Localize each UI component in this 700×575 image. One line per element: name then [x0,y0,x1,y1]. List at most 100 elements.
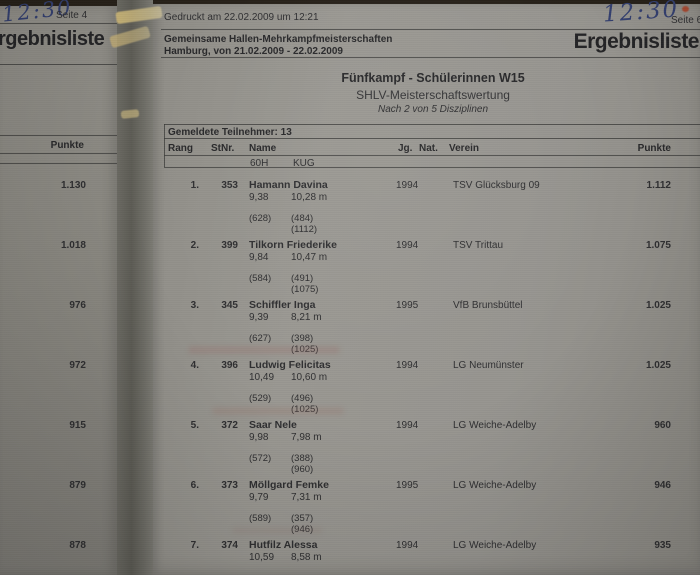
cell-jg: 1994 [396,360,419,371]
cell-60h-mark: 10,49 [249,372,275,383]
header-rule-1 [161,29,700,30]
left-table-rule-2 [0,153,117,154]
cell-stnr: 372 [221,420,238,431]
left-punkte-value: 972 [69,360,86,371]
cell-total-points: (1025) [291,404,319,415]
table-rule-3 [164,155,700,156]
smudge [212,407,344,415]
cell-rank: 4. [190,360,199,371]
cell-jg: 1995 [396,300,419,311]
cell-rank: 3. [190,300,199,311]
cell-name: Ludwig Felicitas [249,359,331,371]
left-header-rule-bottom [0,64,117,65]
subcol-kug: KUG [293,158,315,169]
cell-kug-points: (388) [291,453,314,464]
cell-kug-points: (491) [291,273,314,284]
cell-60h-mark: 9,84 [249,252,269,263]
left-page: 12:30 Seite 4 rgebnisliste Punkte 1.130 1… [0,0,117,575]
cell-name: Schiffler Inga [249,299,316,311]
cell-name: Möllgard Femke [249,479,329,491]
cell-verein: LG Weiche-Adelby [453,480,537,491]
cell-kug-points: (357) [291,513,314,524]
cell-verein: LG Neumünster [453,360,524,371]
subcol-60h: 60H [250,158,269,169]
left-page-number: Seite 4 [56,10,88,21]
cell-60h-points: (627) [249,333,272,344]
table-left-border [164,124,165,167]
cell-total-points: (1075) [291,284,319,295]
table-row: 5. 372 Saar Nele 9,98 7,98 m 1994 LG Wei… [153,412,700,475]
cell-verein: TSV Glücksburg 09 [453,180,540,191]
cell-punkte: 1.075 [645,240,671,251]
cell-kug-points: (484) [291,213,314,224]
col-nat: Nat. [419,143,438,154]
cell-60h-points: (584) [249,273,272,284]
cell-stnr: 373 [221,480,238,491]
left-table-rule-1 [0,135,117,136]
event-name: Gemeinsame Hallen-Mehrkampfmeisterschaft… [164,34,393,45]
cell-punkte: 1.025 [645,360,671,371]
cell-stnr: 353 [221,180,238,191]
cell-stnr: 345 [221,300,238,311]
left-header-rule-top [0,23,117,24]
cell-kug-mark: 10,47 m [291,252,328,263]
table-row: 3. 345 Schiffler Inga 9,39 8,21 m 1995 V… [153,292,700,355]
cell-name: Saar Nele [249,419,297,431]
cell-punkte: 1.112 [646,180,671,191]
cell-stnr: 396 [221,360,238,371]
cell-jg: 1994 [396,540,419,551]
left-punkte-value: 915 [69,420,86,431]
header-rule-2 [161,57,700,58]
col-stnr: StNr. [211,143,235,154]
cell-verein: TSV Trittau [453,240,504,251]
table-rule-4 [164,167,700,168]
scoring-title: SHLV-Meisterschaftswertung [356,88,510,102]
cell-stnr: 374 [221,540,238,551]
table-row: 1. 353 Hamann Davina 9,38 10,28 m 1994 T… [153,172,700,235]
col-rang: Rang [168,143,193,154]
cell-60h-points: (589) [249,513,272,524]
cell-kug-points: (496) [291,393,314,404]
right-page: Gedruckt am 22.02.2009 um 12:21 12:30 Se… [153,0,700,575]
left-results-title-fragment: rgebnisliste [0,28,105,50]
cell-60h-mark: 9,79 [249,492,269,503]
left-punkte-value: 1.130 [60,180,86,191]
event-location-dates: Hamburg, von 21.02.2009 - 22.02.2009 [164,46,343,57]
smudge [188,346,340,354]
cell-kug-mark: 10,60 m [291,372,328,383]
cell-total-points: (946) [291,524,314,535]
page-seam [117,0,153,575]
competition-title: Fünfkampf - Schülerinnen W15 [341,71,525,85]
cell-60h-mark: 9,98 [249,432,269,443]
table-row: 6. 373 Möllgard Femke 9,79 7,31 m 1995 L… [153,472,700,535]
smudge [232,527,322,534]
cell-60h-points: (572) [249,453,272,464]
cell-total-points: (1112) [291,224,318,235]
cell-60h-points: (529) [249,393,272,404]
cell-60h-mark: 9,39 [249,312,269,323]
left-table-rule-3 [0,163,117,164]
left-punkte-value: 976 [69,300,86,311]
cell-rank: 1. [190,180,199,191]
cell-name: Tilkorn Friederike [249,239,337,251]
col-name: Name [249,143,277,154]
disciplines-note: Nach 2 von 5 Disziplinen [377,104,489,115]
handwritten-time-right: 12:30 [602,0,681,28]
cell-jg: 1994 [396,180,419,191]
cell-punkte: 1.025 [645,300,671,311]
cell-kug-mark: 10,28 m [291,192,328,203]
cell-60h-points: (628) [249,213,272,224]
col-verein: Verein [449,143,480,154]
cell-rank: 5. [190,420,199,431]
cell-name: Hamann Davina [249,179,328,191]
participants-count: Gemeldete Teilnehmer: 13 [168,127,292,138]
red-dot-mark [682,6,689,12]
table-rule-top [164,124,700,125]
col-jg: Jg. [398,143,413,154]
cell-punkte: 935 [654,540,671,551]
cell-jg: 1994 [396,420,419,431]
cell-kug-mark: 7,31 m [291,492,322,503]
cell-jg: 1994 [396,240,419,251]
cell-verein: LG Weiche-Adelby [453,540,537,551]
table-row: 7. 374 Hutfilz Alessa 10,59 8,58 m 1994 … [153,532,700,575]
